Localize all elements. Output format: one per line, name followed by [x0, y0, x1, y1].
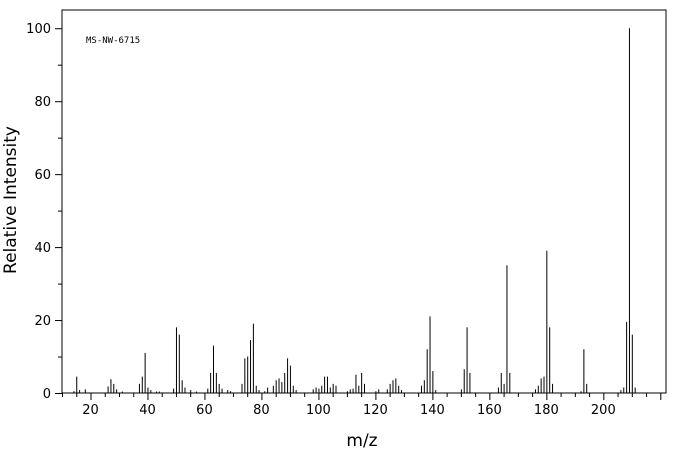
- y-tick-label-0: 0: [43, 387, 51, 402]
- y-tick-label-60: 60: [34, 168, 51, 183]
- x-tick-label-20: 20: [82, 403, 99, 418]
- y-tick-label-20: 20: [34, 314, 51, 329]
- x-tick-label-40: 40: [139, 403, 156, 418]
- y-tick-label-80: 80: [34, 95, 51, 110]
- peaks: [73, 28, 636, 393]
- y-axis-ticks: 0 20 40 60 80 100: [26, 22, 62, 402]
- x-tick-label-160: 160: [477, 403, 502, 418]
- x-axis-label: m/z: [346, 431, 377, 451]
- x-axis-ticks: 20 40 60 80 100 120 140 160 180 200: [62, 393, 662, 418]
- x-tick-label-180: 180: [534, 403, 559, 418]
- y-tick-label-40: 40: [34, 241, 51, 256]
- x-tick-label-80: 80: [253, 403, 270, 418]
- spectrum-annotation: MS-NW-6715: [86, 36, 140, 46]
- plot-frame: [61, 9, 667, 394]
- x-tick-label-120: 120: [363, 403, 388, 418]
- x-tick-label-60: 60: [196, 403, 213, 418]
- x-tick-label-200: 200: [591, 403, 616, 418]
- x-tick-label-100: 100: [306, 403, 331, 418]
- x-tick-label-140: 140: [420, 403, 445, 418]
- y-tick-label-100: 100: [26, 22, 51, 37]
- y-axis-label: Relative Intensity: [1, 126, 21, 274]
